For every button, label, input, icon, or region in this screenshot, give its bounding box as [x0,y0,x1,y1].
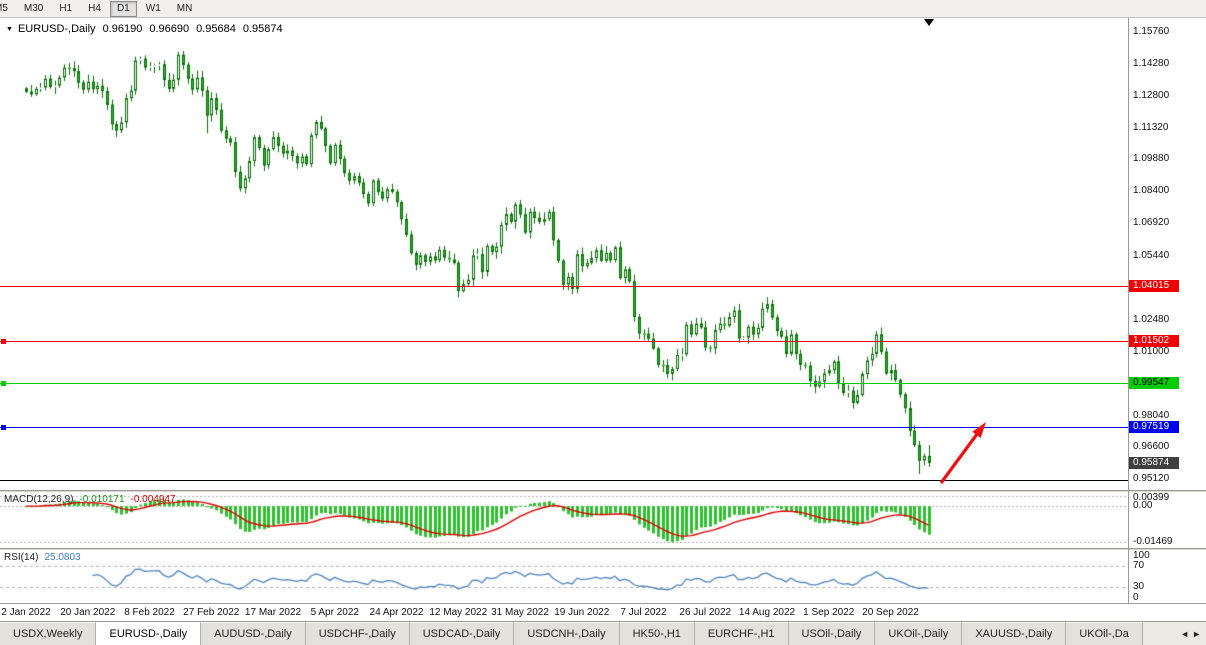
time-tick: 26 Jul 2022 [679,607,732,618]
rsi-indicator-canvas[interactable] [0,550,1128,603]
timeframe-button-h1[interactable]: H1 [59,2,73,14]
macd-name: MACD(12,26,9) [4,494,74,505]
candlestick-chart-canvas[interactable] [0,18,1128,490]
rsi-label: RSI(14) 25.0803 [4,552,81,563]
tab-scroll-right-icon[interactable]: ► [1192,629,1201,639]
ohlc-high: 0.96690 [149,23,190,35]
resistance-line-1[interactable] [0,286,1128,287]
rsi-pane: RSI(14) 25.0803 100 70 30 0 [0,550,1206,603]
chart-tab-bar: USDX,Weekly EURUSD-,Daily AUDUSD-,Daily USD… [0,621,1206,645]
chart-tab-hk50-h1[interactable]: HK50-,H1 [619,622,695,645]
timeframe-toolbar: M5 M30 H1 H4 D1 W1 MN [0,0,1206,18]
chart-window: ▼ EURUSD-,Daily 0.96190 0.96690 0.95684 … [0,18,1206,621]
chart-tab-usoil-daily[interactable]: USOil-,Daily [788,622,876,645]
time-tick: 27 Feb 2022 [183,607,240,618]
chart-tab-xauusd-daily[interactable]: XAUUSD-,Daily [962,622,1067,645]
rsi-value: 25.0803 [44,552,81,563]
rsi-tick: 100 [1133,550,1150,561]
time-tick: 31 May 2022 [491,607,549,618]
rsi-tick: 0 [1133,592,1139,603]
price-tick: 1.11320 [1133,122,1169,134]
support-line-blue[interactable] [0,427,1128,428]
price-tick: 1.05440 [1133,249,1170,261]
symbol-label: EURUSD-,Daily [17,23,96,35]
time-tick: 5 Apr 2022 [310,607,359,618]
price-tick: 1.08400 [1133,185,1170,197]
ohlc-open: 0.96190 [102,23,143,35]
chart-tab-ukoil-da[interactable]: UKOil-,Da [1066,622,1143,645]
price-pane: ▼ EURUSD-,Daily 0.96190 0.96690 0.95684 … [0,18,1206,490]
price-tick: 1.15760 [1133,25,1170,37]
pane-splitter-macd[interactable] [0,490,1206,492]
resistance-line-2-handle[interactable] [1,339,6,344]
time-tick: 19 Jun 2022 [554,607,610,618]
chart-legend: ▼ EURUSD-,Daily 0.96190 0.96690 0.95684 … [6,23,283,35]
time-axis[interactable]: 2 Jan 2022 20 Jan 2022 8 Feb 2022 27 Feb 20… [0,603,1206,621]
macd-value-signal: -0.004947 [130,494,176,505]
macd-label: MACD(12,26,9) -0.010171 -0.004947 [4,494,176,505]
chart-tab-ukoil-daily[interactable]: UKOil-,Daily [875,622,963,645]
chevron-down-icon: ▼ [6,25,13,33]
chart-tab-audusd-daily[interactable]: AUDUSD-,Daily [201,622,306,645]
timeframe-button-mn[interactable]: MN [176,2,193,14]
price-tick: 1.12800 [1133,90,1170,102]
price-tick: 0.98040 [1133,409,1170,421]
macd-tick: 0.00 [1133,500,1153,512]
chart-tab-eurchf-h1[interactable]: EURCHF-,H1 [694,622,789,645]
price-tick: 1.01000 [1133,345,1170,357]
time-tick: 7 Jul 2022 [620,607,667,618]
resistance-line-1-price-tag: 1.04015 [1129,280,1179,292]
price-tick: 1.14280 [1133,57,1170,69]
time-tick: 1 Sep 2022 [803,607,855,618]
support-line-blue-handle[interactable] [1,425,6,430]
scroll-end-marker[interactable] [924,19,934,26]
ohlc-low: 0.95684 [196,23,236,35]
rsi-name: RSI(14) [4,552,39,563]
chart-tab-eurusd-daily[interactable]: EURUSD-,Daily [96,622,202,645]
resistance-line-2[interactable] [0,341,1128,342]
pane-splitter-rsi[interactable] [0,548,1206,550]
support-line-green[interactable] [0,383,1128,384]
current-price-tag: 0.95874 [1129,457,1179,469]
chart-tab-usdcad-daily[interactable]: USDCAD-,Daily [409,622,515,645]
support-line-green-handle[interactable] [1,381,6,386]
timeframe-button-w1[interactable]: W1 [145,2,161,14]
macd-tick: -0.01469 [1133,535,1173,547]
price-tick: 1.09880 [1133,153,1170,165]
time-tick: 8 Feb 2022 [124,607,175,618]
timeframe-button-h4[interactable]: H4 [88,2,101,14]
support-line-green-price-tag: 0.99547 [1129,377,1179,389]
axis-border [1128,18,1129,603]
support-line-black[interactable] [0,480,1128,481]
price-tick: 1.06920 [1133,217,1170,229]
macd-value-main: -0.010171 [79,494,125,505]
chart-tab-usdcnh-daily[interactable]: USDCNH-,Daily [514,622,620,645]
time-tick: 20 Jan 2022 [60,607,116,618]
chart-tab-usdx-weekly[interactable]: USDX,Weekly [0,622,97,645]
timeframe-button-d1[interactable]: D1 [109,0,137,17]
price-tick: 0.96600 [1133,441,1170,453]
time-tick: 2 Jan 2022 [1,607,51,618]
time-tick: 12 May 2022 [429,607,488,618]
timeframe-button-m30[interactable]: M30 [23,2,44,14]
macd-tick: 0.00399 [1133,492,1170,503]
time-tick: 20 Sep 2022 [862,607,919,618]
rsi-tick: 30 [1133,581,1145,593]
time-tick: 24 Apr 2022 [369,607,424,618]
price-tick: 1.02480 [1133,313,1170,325]
chart-tab-usdchf-daily[interactable]: USDCHF-,Daily [305,622,410,645]
resistance-line-2-price-tag: 1.01502 [1129,335,1179,347]
time-tick: 17 Mar 2022 [244,607,302,618]
macd-indicator-canvas[interactable] [0,492,1128,548]
ohlc-close: 0.95874 [242,23,283,35]
macd-pane: MACD(12,26,9) -0.010171 -0.004947 0.0039… [0,492,1206,548]
trend-arrow-annotation[interactable] [934,416,996,490]
price-tick: 0.95120 [1133,473,1170,485]
timeframe-button-m5[interactable]: M5 [0,2,8,14]
rsi-tick: 70 [1133,559,1145,571]
tab-scroll-left-icon[interactable]: ◄ [1180,629,1189,639]
time-tick: 14 Aug 2022 [738,607,796,618]
support-line-blue-price-tag: 0.97519 [1129,421,1179,433]
